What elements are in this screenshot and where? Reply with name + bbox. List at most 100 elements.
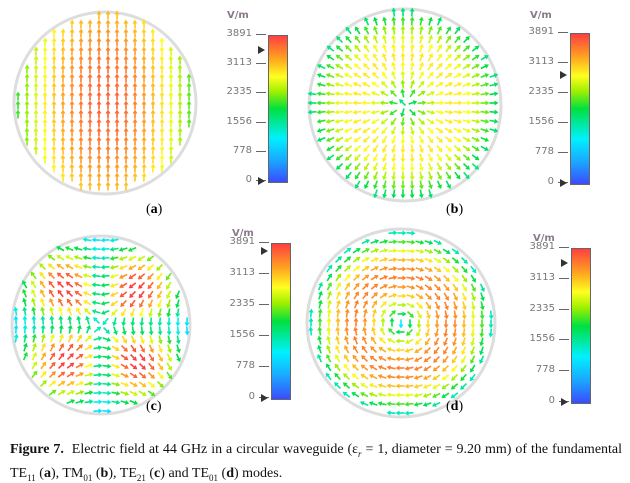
field-arrow [326, 308, 332, 318]
colorbar-zero-marker-d [561, 398, 568, 406]
field-arrow [361, 345, 368, 354]
field-arrow [425, 319, 431, 329]
colorbar-tick-c: 1556 [215, 329, 269, 340]
field-arrow [415, 267, 425, 272]
field-arrow [409, 117, 415, 127]
figure-caption: Figure 7. Electric field at 44 GHz in a … [10, 442, 623, 483]
field-arrow [69, 109, 75, 119]
field-arrow [377, 401, 387, 407]
field-arrow [424, 266, 433, 272]
field-arrow [452, 319, 458, 329]
field-arrow [93, 336, 103, 341]
field-arrow [186, 100, 192, 110]
field-arrow [64, 246, 74, 252]
field-arrow [469, 373, 476, 382]
field-arrow [168, 64, 174, 74]
field-arrow [141, 136, 147, 146]
field-arrow [307, 91, 317, 97]
field-arrow [56, 272, 65, 279]
field-arrow [114, 127, 120, 137]
field-arrow [33, 55, 39, 65]
field-arrow [400, 79, 406, 89]
field-arrow [461, 328, 467, 338]
field-arrow [87, 100, 93, 110]
field-arrow [78, 73, 84, 83]
field-arrow [406, 257, 416, 263]
field-arrow [15, 100, 21, 110]
waveguide-boundary [305, 227, 497, 419]
field-plot-te11 [12, 10, 198, 196]
field-arrow [400, 135, 406, 145]
field-arrow [326, 335, 332, 345]
field-arrow [428, 171, 433, 181]
field-arrow [388, 230, 398, 236]
field-arrow [388, 275, 398, 281]
field-arrow [132, 172, 138, 182]
field-arrow [141, 154, 147, 164]
field-arrow [471, 136, 480, 142]
field-arrow [177, 100, 183, 110]
field-arrow [370, 248, 380, 253]
field-arrow [334, 82, 344, 87]
panel-label-b: (b) [446, 202, 464, 217]
field-arrow [443, 310, 449, 320]
field-arrow [51, 64, 57, 74]
field-arrow [413, 365, 423, 371]
field-arrow [93, 399, 103, 405]
field-arrow [391, 25, 397, 35]
field-arrow [114, 109, 120, 119]
field-arrow [102, 317, 109, 326]
field-arrow [51, 118, 57, 128]
field-arrow [354, 153, 361, 162]
field-arrow [118, 256, 128, 261]
field-arrow [176, 344, 181, 354]
field-arrow [96, 100, 102, 110]
field-arrow [42, 73, 48, 83]
field-arrow [66, 399, 76, 405]
field-arrow [31, 289, 37, 298]
field-arrow [373, 162, 379, 171]
field-arrow [42, 136, 48, 146]
field-arrow [157, 326, 163, 336]
field-arrow [388, 266, 398, 272]
field-arrow [409, 7, 415, 17]
field-arrow [60, 109, 66, 119]
field-arrow [409, 25, 415, 35]
field-arrow [75, 353, 84, 360]
field-arrow [109, 246, 119, 252]
field-arrow [58, 352, 65, 361]
field-arrow [400, 70, 406, 80]
field-arrow [379, 266, 389, 271]
field-arrow [168, 127, 174, 137]
field-arrow [150, 154, 156, 164]
field-arrow [166, 335, 172, 345]
field-arrow [435, 82, 444, 88]
field-arrow [406, 328, 414, 336]
field-arrow [157, 371, 164, 380]
field-arrow [51, 82, 57, 92]
field-arrow [148, 353, 154, 362]
field-arrow [391, 43, 397, 53]
field-arrow [417, 109, 427, 115]
field-arrow [379, 100, 389, 106]
field-arrow [74, 290, 83, 297]
field-arrow [51, 91, 57, 101]
field-arrow [318, 290, 323, 300]
field-arrow [78, 100, 84, 110]
field-arrow [114, 73, 120, 83]
field-arrow [344, 335, 349, 345]
field-arrow [123, 46, 129, 56]
field-arrow [353, 145, 362, 152]
field-arrow [397, 311, 407, 317]
field-arrow [462, 73, 471, 79]
field-arrow [471, 82, 481, 87]
field-arrow [352, 364, 360, 372]
field-arrow [75, 363, 84, 369]
field-arrow [159, 64, 165, 74]
field-arrow [488, 319, 494, 329]
field-arrow [435, 91, 445, 96]
field-arrow [426, 91, 436, 97]
field-arrow [96, 145, 102, 155]
field-arrow [427, 144, 433, 153]
field-arrow [84, 363, 94, 368]
